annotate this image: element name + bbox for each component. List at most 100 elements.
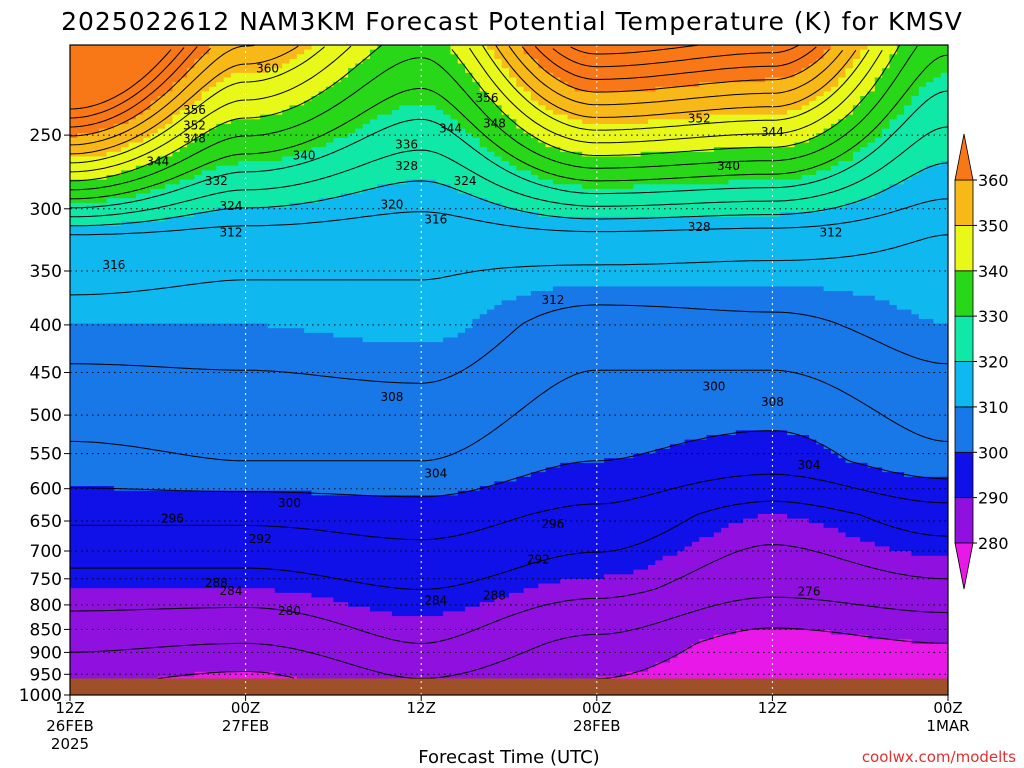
theta-cell [333, 230, 342, 236]
theta-cell [874, 179, 883, 185]
theta-cell [209, 68, 217, 74]
theta-cell [165, 137, 174, 144]
theta-cell [157, 54, 166, 60]
theta-cell [501, 156, 510, 162]
theta-cell [538, 68, 547, 74]
theta-cell [750, 137, 759, 144]
theta-cell [560, 63, 569, 69]
theta-cell [801, 216, 810, 223]
theta-cell [940, 137, 948, 144]
theta-cell [435, 114, 444, 120]
theta-cell [304, 235, 313, 241]
theta-cell [816, 77, 825, 83]
theta-cell [333, 184, 342, 190]
theta-cell [128, 212, 137, 218]
theta-cell [918, 86, 927, 93]
theta-cell [194, 45, 203, 51]
theta-cell [377, 54, 386, 60]
theta-cell [355, 175, 364, 181]
theta-cell [604, 100, 613, 106]
theta-cell [172, 114, 181, 120]
theta-cell [143, 68, 152, 74]
theta-cell [369, 156, 378, 162]
theta-cell [669, 86, 678, 93]
theta-cell [267, 165, 276, 171]
theta-cell [472, 207, 481, 213]
theta-cell [282, 63, 291, 69]
theta-cell [311, 110, 320, 116]
theta-cell [479, 151, 488, 158]
theta-cell [362, 235, 371, 241]
theta-cell [348, 198, 356, 204]
theta-cell [706, 165, 715, 171]
theta-cell [626, 230, 634, 236]
theta-cell [787, 72, 795, 79]
theta-cell [435, 133, 444, 139]
theta-cell [772, 161, 781, 167]
theta-cell [384, 235, 393, 241]
theta-cell [640, 230, 649, 236]
theta-cell [882, 165, 891, 171]
theta-cell [99, 54, 108, 60]
theta-cell [267, 86, 276, 93]
theta-cell [904, 170, 913, 176]
theta-cell [91, 216, 100, 223]
theta-cell [509, 212, 517, 218]
theta-cell [428, 142, 437, 148]
theta-cell [911, 137, 920, 144]
theta-cell [860, 96, 869, 102]
theta-cell [765, 179, 773, 185]
theta-cell [794, 110, 803, 116]
theta-cell [574, 123, 583, 130]
theta-cell [860, 68, 869, 74]
theta-cell [340, 147, 349, 153]
theta-cell [757, 82, 766, 88]
theta-cell [779, 86, 788, 93]
theta-cell [165, 114, 174, 120]
theta-cell [889, 77, 898, 83]
theta-cell [348, 123, 356, 130]
theta-cell [494, 137, 503, 144]
theta-cell [787, 226, 795, 232]
theta-cell [326, 133, 334, 139]
theta-cell [611, 128, 620, 134]
theta-cell [845, 188, 854, 195]
theta-cell [523, 45, 532, 51]
theta-cell [852, 147, 861, 153]
theta-cell [648, 230, 656, 236]
theta-cell [816, 193, 825, 199]
theta-cell [91, 156, 100, 162]
theta-cell [765, 170, 773, 176]
theta-cell [135, 119, 144, 125]
theta-cell [209, 49, 217, 55]
theta-cell [911, 123, 920, 130]
theta-cell [933, 170, 942, 176]
theta-cell [472, 212, 481, 218]
theta-cell [355, 179, 364, 185]
theta-cell [918, 170, 927, 176]
theta-cell [611, 105, 620, 111]
theta-cell [867, 77, 876, 83]
theta-cell [494, 161, 503, 167]
theta-cell [516, 128, 525, 134]
theta-cell [472, 105, 481, 111]
theta-cell [779, 114, 788, 120]
theta-cell [845, 123, 854, 130]
theta-cell [626, 188, 634, 195]
theta-cell [852, 207, 861, 213]
theta-cell [421, 193, 430, 199]
theta-cell [501, 133, 510, 139]
theta-cell [926, 184, 934, 190]
theta-cell [340, 91, 349, 97]
theta-cell [684, 156, 693, 162]
theta-cell [501, 68, 510, 74]
theta-cell [560, 105, 569, 111]
theta-cell [274, 82, 283, 88]
theta-cell [706, 100, 715, 106]
theta-cell [582, 212, 591, 218]
theta-cell [362, 110, 371, 116]
theta-cell [494, 133, 503, 139]
theta-cell [808, 202, 817, 209]
theta-cell [399, 216, 408, 223]
theta-cell [926, 68, 934, 74]
